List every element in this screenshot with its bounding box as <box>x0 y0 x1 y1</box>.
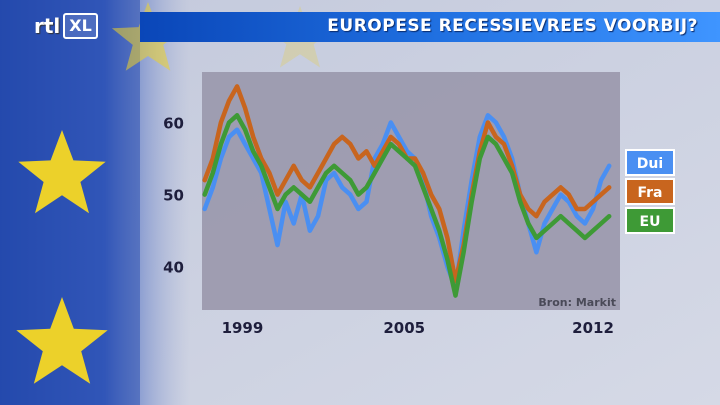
x-tick-label: 1999 <box>222 319 264 337</box>
series-layer <box>202 84 612 298</box>
legend-item-fra: Fra <box>625 178 675 205</box>
logo-xl-text: XL <box>63 13 98 39</box>
eu-star-2 <box>16 297 108 384</box>
rtl-xl-logo: rtl XL <box>34 12 98 40</box>
eu-flag-background <box>0 0 190 405</box>
x-tick-label: 2012 <box>572 319 614 337</box>
series-line-eu <box>202 113 612 298</box>
y-tick-label: 50 <box>163 187 184 205</box>
legend-label: Dui <box>637 156 663 172</box>
eu-star-1 <box>18 130 106 214</box>
y-axis-ticks: 40 50 60 <box>163 114 184 276</box>
legend-swatch <box>625 149 675 176</box>
legend-item-eu: EU <box>625 207 675 234</box>
legend-swatch <box>625 207 675 234</box>
x-tick-label: 2005 <box>383 319 425 337</box>
y-tick-label: 60 <box>163 114 184 132</box>
legend-label: Fra <box>637 185 662 201</box>
chart-title: EUROPESE RECESSIEVREES VOORBIJ? <box>327 16 698 36</box>
legend-swatch <box>625 178 675 205</box>
legend-item-dui: Dui <box>625 149 675 176</box>
title-bar: EUROPESE RECESSIEVREES VOORBIJ? <box>140 12 720 42</box>
y-tick-label: 40 <box>163 259 184 277</box>
x-axis-ticks: 1999 2005 2012 <box>222 319 614 337</box>
legend: Dui Fra EU <box>625 149 675 234</box>
source-label: Bron: Markit <box>538 296 616 309</box>
legend-label: EU <box>640 214 661 230</box>
logo-rtl-text: rtl <box>34 14 61 38</box>
